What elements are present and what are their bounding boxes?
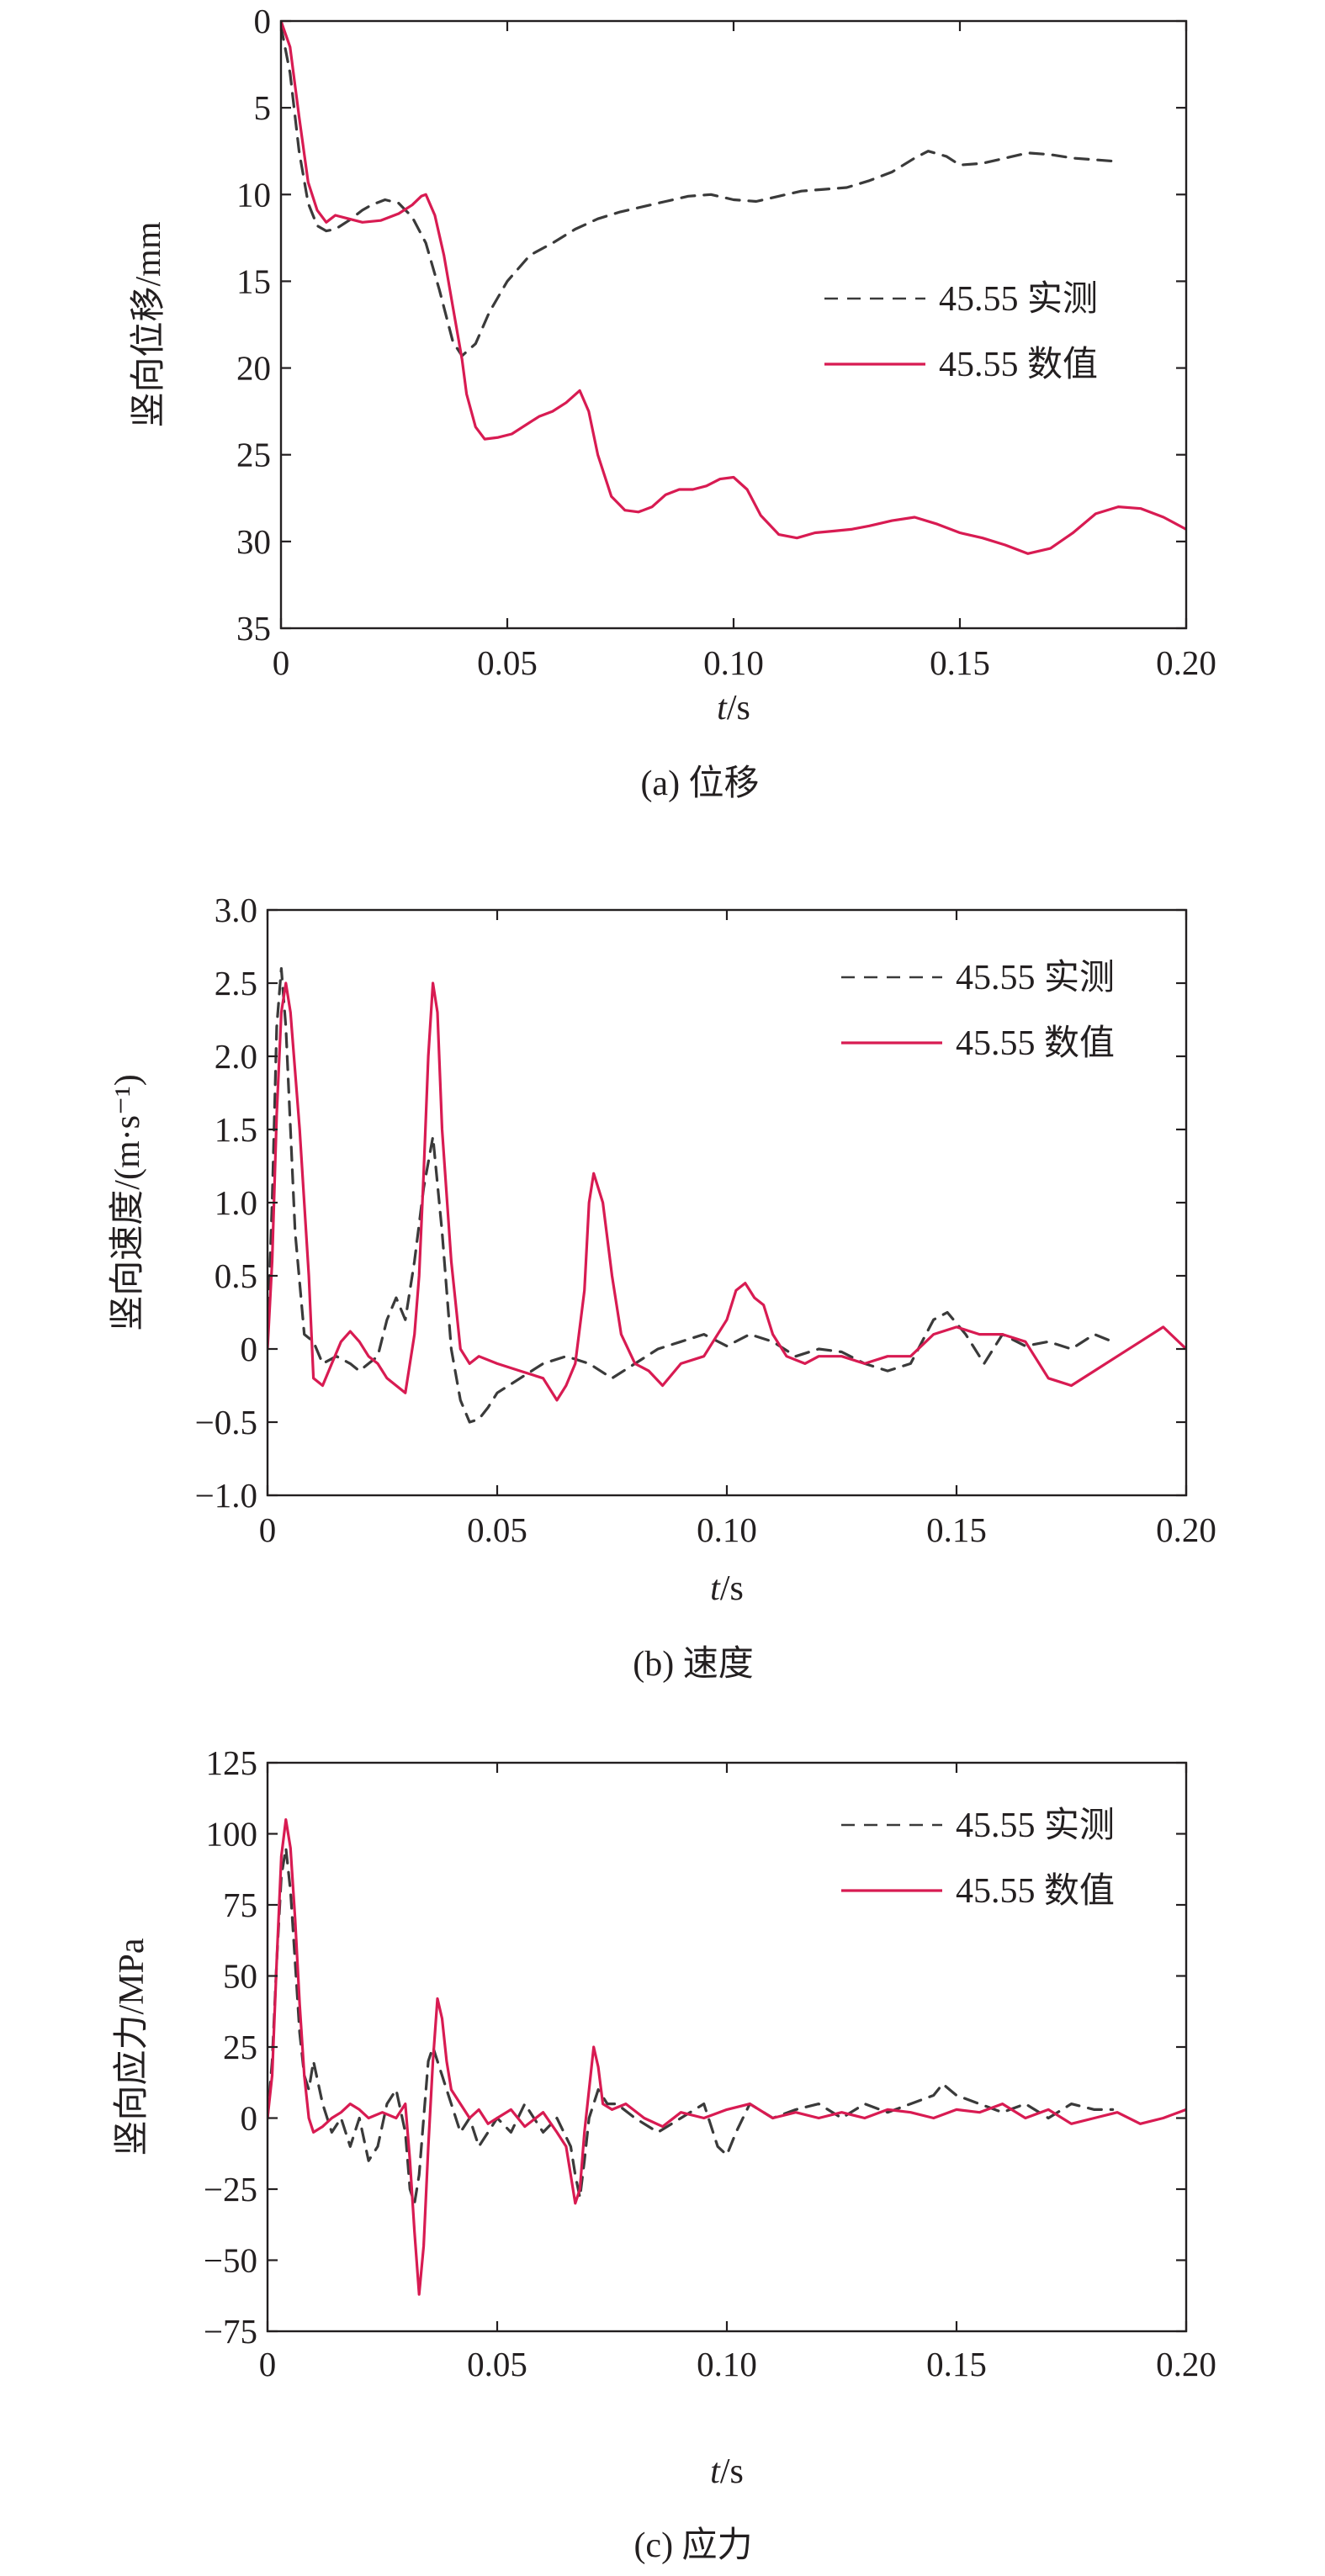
y-tick-label: 35: [236, 609, 271, 648]
series-line-measured: [268, 966, 1115, 1424]
y-tick-label: 1.0: [215, 1183, 257, 1222]
y-axis-title: 竖向位移/mm: [129, 221, 168, 427]
y-tick-label: 20: [236, 349, 271, 388]
y-tick-label: −75: [204, 2312, 257, 2351]
x-tick-label: 0.20: [1156, 643, 1216, 682]
x-tick-label: 0.10: [703, 643, 764, 682]
y-tick-label: −25: [204, 2170, 257, 2208]
chart-panel-3: 0 0.05 0.10 0.15 0.20 −75 −50 −25 0 25 50 75 100 125 t…: [112, 1743, 1216, 2565]
x-tick-label: 0.20: [1156, 1510, 1216, 1549]
y-tick-label: 25: [223, 2028, 257, 2066]
x-tick-label: 0.15: [926, 1510, 987, 1549]
y-tick-label: 0.5: [215, 1256, 257, 1295]
y-tick-label: 3.0: [215, 891, 257, 929]
y-tick-label: 10: [236, 175, 271, 214]
x-tick-label: 0.10: [697, 1510, 757, 1549]
x-tick-label: 0: [273, 643, 290, 682]
plot-frame: [279, 19, 1188, 630]
y-axis-title: 竖向应力/MPa: [112, 1938, 151, 2155]
panel-caption: (b) 速度: [633, 1645, 753, 1684]
y-tick-label: 0: [241, 1330, 258, 1368]
x-tick-label: 0.05: [477, 643, 538, 682]
x-tick-label: 0.05: [467, 2345, 527, 2383]
x-tick-label: 0.10: [697, 2345, 757, 2383]
panel-caption: (a) 位移: [640, 764, 759, 803]
y-axis-title: 竖向速度/(m·s⁻¹): [109, 1074, 147, 1330]
y-tick-label: 100: [206, 1815, 258, 1854]
y-tick-label: −1.0: [195, 1476, 257, 1515]
plot-frame: [266, 908, 1188, 1497]
y-tick-label: 0: [241, 2099, 258, 2138]
plot-frame: [266, 1761, 1188, 2333]
y-tick-label: 1.5: [215, 1110, 257, 1149]
y-tick-label: 2.0: [215, 1037, 257, 1076]
legend-label: 45.55 实测: [956, 1806, 1115, 1845]
legend-label: 45.55 数值: [956, 1872, 1115, 1911]
y-tick-label: 75: [223, 1886, 257, 1924]
chart-panel-2: 0 0.05 0.10 0.15 0.20 −1.0 −0.5 0 0.5 1.0 1.5 2.0 2.…: [109, 891, 1216, 1684]
x-axis-title: t/s: [710, 2452, 744, 2491]
y-tick-label: 25: [236, 436, 271, 474]
x-axis-title: t/s: [710, 1569, 744, 1608]
y-tick-label: 50: [223, 1957, 257, 1996]
x-tick-label: 0: [259, 1510, 277, 1549]
series-line-numerical: [281, 21, 1186, 555]
x-tick-label: 0.15: [926, 2345, 987, 2383]
x-tick-label: 0.05: [467, 1510, 527, 1549]
x-axis-title: t/s: [717, 689, 750, 727]
y-tick-label: −0.5: [195, 1403, 257, 1441]
series-line-measured: [268, 1846, 1115, 2205]
x-tick-label: 0.20: [1156, 2345, 1216, 2383]
y-tick-label: 30: [236, 522, 271, 561]
y-tick-label: −50: [204, 2241, 257, 2280]
y-tick-label: 125: [206, 1743, 258, 1782]
series-line-measured: [281, 24, 1120, 357]
y-tick-label: 5: [254, 88, 272, 127]
panel-caption: (c) 应力: [633, 2526, 752, 2565]
y-tick-label: 2.5: [215, 964, 257, 1002]
chart-panel-1: 0 0.05 0.10 0.15 0.20 0 5 10 15 20 25 30 35 t/s 竖向位移/m…: [129, 2, 1216, 803]
legend-label: 45.55 数值: [956, 1024, 1115, 1063]
y-tick-label: 0: [254, 2, 272, 40]
legend-label: 45.55 实测: [956, 958, 1115, 997]
series-line-numerical: [268, 981, 1186, 1402]
y-tick-label: 15: [236, 262, 271, 300]
series-line-numerical: [268, 1818, 1186, 2296]
legend-label: 45.55 实测: [939, 279, 1098, 319]
x-tick-label: 0.15: [930, 643, 990, 682]
legend-label: 45.55 数值: [939, 346, 1098, 384]
x-tick-label: 0: [259, 2345, 277, 2383]
